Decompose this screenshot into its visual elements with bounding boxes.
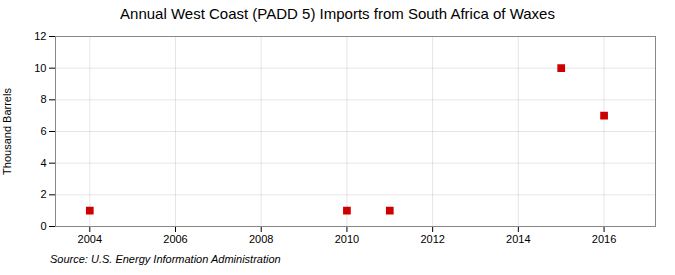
svg-text:2014: 2014: [506, 233, 530, 245]
svg-text:2016: 2016: [592, 233, 616, 245]
svg-text:4: 4: [40, 157, 46, 169]
svg-text:Thousand Barrels: Thousand Barrels: [1, 88, 13, 175]
html-text:Source: U.S. Energy Informatio: Source: U.S. Energy Information Administ…: [50, 253, 281, 265]
svg-text:12: 12: [34, 30, 46, 42]
html-text:Annual West Coast (PADD 5) Imp: Annual West Coast (PADD 5) Imports from …: [120, 5, 555, 22]
svg-text:2004: 2004: [78, 233, 102, 245]
svg-text:10: 10: [34, 62, 46, 74]
svg-text:0: 0: [40, 220, 46, 232]
svg-text:2010: 2010: [335, 233, 359, 245]
svg-text:2: 2: [40, 188, 46, 200]
svg-text:2012: 2012: [420, 233, 444, 245]
svg-text:6: 6: [40, 125, 46, 137]
svg-text:2008: 2008: [249, 233, 273, 245]
svg-text:2006: 2006: [163, 233, 187, 245]
svg-text:8: 8: [40, 93, 46, 105]
